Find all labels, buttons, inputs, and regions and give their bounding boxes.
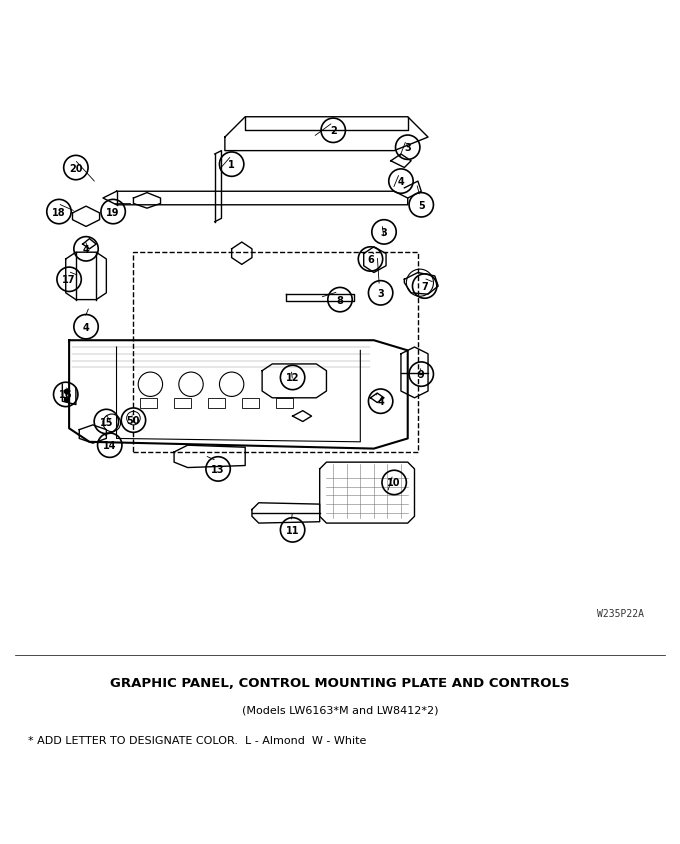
Text: 4: 4 <box>398 177 405 187</box>
Bar <box>208 398 225 408</box>
Text: 3: 3 <box>405 143 411 153</box>
Text: 20: 20 <box>69 164 83 173</box>
Text: 17: 17 <box>63 275 76 285</box>
Bar <box>140 398 157 408</box>
Text: 14: 14 <box>103 441 116 451</box>
Text: 12: 12 <box>286 373 299 383</box>
Text: 3: 3 <box>377 289 384 299</box>
Text: 50: 50 <box>126 415 140 425</box>
Text: 4: 4 <box>377 397 384 407</box>
Text: 19: 19 <box>106 208 120 217</box>
Text: 8: 8 <box>337 295 343 306</box>
Bar <box>133 253 418 452</box>
Text: 2: 2 <box>330 126 337 136</box>
Text: 9: 9 <box>418 370 424 380</box>
Text: 3: 3 <box>381 228 388 238</box>
Text: * ADD LETTER TO DESIGNATE COLOR.  L - Almond  W - White: * ADD LETTER TO DESIGNATE COLOR. L - Alm… <box>29 735 367 745</box>
Text: 16: 16 <box>59 390 73 400</box>
Bar <box>242 398 258 408</box>
Text: (Models LW6163*M and LW8412*2): (Models LW6163*M and LW8412*2) <box>242 705 438 715</box>
Text: 18: 18 <box>52 208 66 217</box>
Text: 15: 15 <box>99 417 113 427</box>
Text: 1: 1 <box>228 160 235 170</box>
Text: 13: 13 <box>211 464 225 474</box>
Bar <box>174 398 191 408</box>
Text: 4: 4 <box>83 322 89 333</box>
Text: 6: 6 <box>367 255 374 265</box>
Text: 11: 11 <box>286 525 299 535</box>
Text: W235P22A: W235P22A <box>597 609 645 618</box>
Text: GRAPHIC PANEL, CONTROL MOUNTING PLATE AND CONTROLS: GRAPHIC PANEL, CONTROL MOUNTING PLATE AN… <box>110 676 570 689</box>
Text: 4: 4 <box>83 245 89 255</box>
Text: 7: 7 <box>422 282 428 292</box>
Bar <box>275 398 292 408</box>
Text: 5: 5 <box>418 201 424 210</box>
Text: 10: 10 <box>388 478 401 488</box>
